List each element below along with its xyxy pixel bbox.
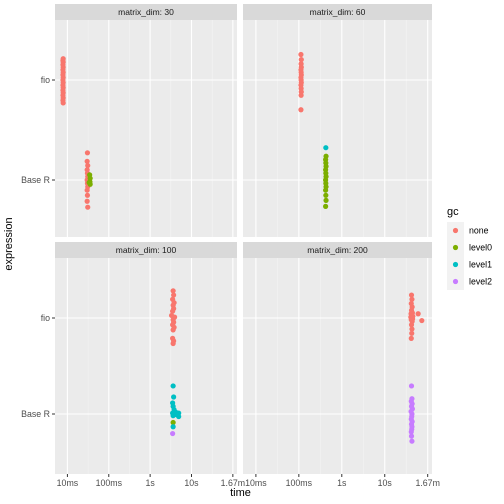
data-point: [171, 292, 177, 298]
panel-background: [55, 20, 237, 237]
data-point: [409, 330, 415, 336]
data-point: [170, 419, 176, 426]
legend-label: level0: [469, 243, 492, 253]
x-tick-label: 10s: [378, 478, 393, 488]
data-point: [298, 51, 304, 58]
data-point: [323, 145, 329, 151]
data-point: [170, 327, 176, 333]
data-point: [170, 430, 176, 437]
x-tick-label: 10ms: [57, 478, 79, 488]
data-point: [408, 322, 415, 328]
data-point: [171, 394, 177, 400]
data-point: [415, 311, 421, 317]
y-tick-label: fio: [41, 75, 50, 85]
facet-strip: [55, 4, 237, 20]
x-tick-label: 1s: [145, 478, 155, 488]
facet-strip: [55, 242, 237, 258]
data-point: [323, 203, 329, 209]
data-point: [298, 107, 304, 113]
x-tick-label: 100ms: [96, 478, 123, 488]
data-point: [84, 150, 91, 156]
legend-label: level1: [469, 260, 492, 270]
data-point: [408, 383, 415, 389]
data-point: [85, 162, 91, 169]
facet-panel: matrix_dim: 60: [243, 4, 432, 237]
legend-label: level2: [469, 277, 492, 287]
legend-label: none: [469, 226, 489, 236]
facet-strip-label: matrix_dim: 200: [307, 245, 368, 255]
data-point: [409, 326, 415, 332]
data-point: [170, 424, 176, 430]
legend-title: gc: [447, 206, 459, 218]
facet-strip-label: matrix_dim: 60: [310, 7, 366, 17]
data-point: [419, 317, 425, 324]
data-point: [170, 308, 176, 314]
panels-layer: matrix_dim: 30 matrix_dim: 60 matrix_dim: …: [55, 4, 432, 474]
data-point: [408, 335, 414, 341]
data-point: [60, 100, 66, 106]
x-tick-label: 10s: [184, 478, 199, 488]
y-tick-label: Base R: [21, 175, 50, 185]
legend-swatch: [452, 278, 459, 285]
facet-panel: matrix_dim: 200: [243, 242, 432, 474]
y-tick-label: Base R: [21, 409, 50, 419]
data-point: [85, 204, 91, 210]
data-point: [84, 187, 90, 193]
legend-swatch: [452, 227, 459, 234]
data-point: [176, 413, 182, 420]
panel-background: [243, 258, 432, 474]
data-point: [409, 296, 415, 302]
data-point: [84, 158, 90, 164]
x-tick-label: 1s: [337, 478, 347, 488]
facet-strip-label: matrix_dim: 30: [118, 7, 174, 17]
data-point: [298, 57, 304, 63]
data-point: [84, 198, 90, 204]
data-point: [408, 429, 414, 435]
data-point: [323, 192, 329, 198]
data-point: [408, 433, 415, 439]
x-tick-label: 1.67m: [221, 478, 245, 488]
data-point: [86, 179, 92, 186]
legend: gc none level0 level1 level2: [447, 206, 492, 290]
data-point: [170, 340, 176, 347]
facet-panel: matrix_dim: 100: [55, 242, 237, 474]
x-tick-label: 10ms: [245, 478, 267, 488]
facet-strip: [243, 242, 432, 258]
data-point: [84, 192, 91, 198]
facet-panel: matrix_dim: 30: [55, 4, 237, 237]
y-tick-label: fio: [41, 313, 50, 323]
facet-strip: [243, 4, 432, 20]
panel-background: [55, 258, 237, 474]
x-tick-label: 1.67m: [415, 478, 439, 488]
data-point: [409, 438, 415, 444]
y-axis-title: expression: [3, 217, 15, 270]
data-point: [170, 288, 176, 294]
data-point: [323, 197, 329, 203]
x-tick-label: 100ms: [286, 478, 313, 488]
data-point: [170, 383, 176, 389]
facet-strip-label: matrix_dim: 100: [116, 245, 177, 255]
panel-background: [243, 20, 432, 237]
legend-swatch: [452, 244, 459, 251]
legend-swatch: [452, 261, 459, 268]
x-axis-title: time: [230, 487, 251, 499]
data-point: [408, 292, 415, 298]
data-point: [323, 187, 329, 193]
data-point: [298, 92, 304, 98]
data-point: [170, 413, 176, 419]
